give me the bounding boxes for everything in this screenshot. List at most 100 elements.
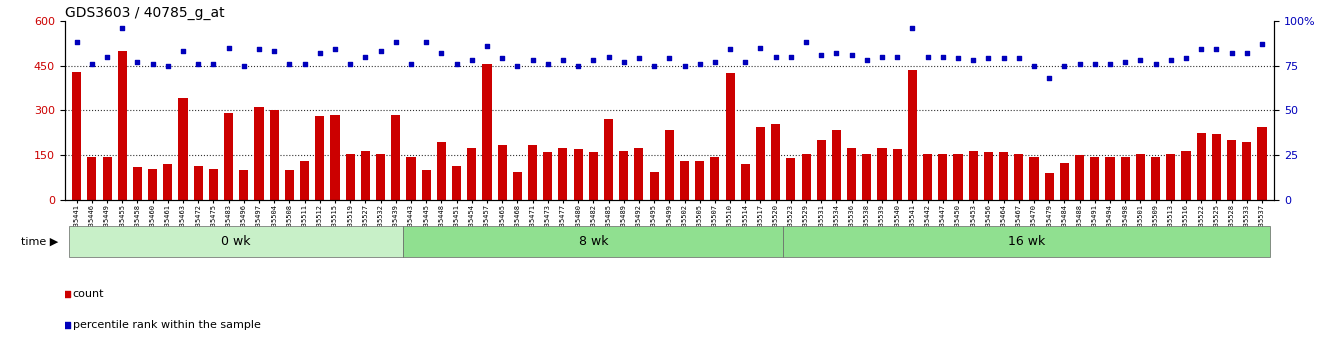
Point [750, 45, 771, 50]
Point [1191, 47, 1212, 52]
Point [719, 47, 741, 52]
Point [309, 50, 331, 56]
Bar [771, 124, 781, 200]
Point [1251, 41, 1273, 47]
Bar [711, 157, 719, 200]
Point [825, 50, 847, 56]
Point [780, 54, 801, 59]
Bar [1075, 155, 1085, 200]
Point [977, 56, 999, 61]
Point [324, 47, 345, 52]
Bar [468, 148, 476, 200]
Point [1236, 50, 1258, 56]
Point [187, 61, 208, 67]
Bar [1090, 157, 1099, 200]
Point [1085, 61, 1106, 67]
Point [1099, 61, 1121, 67]
Point [582, 57, 603, 63]
Text: time ▶: time ▶ [20, 237, 58, 246]
Bar [254, 107, 263, 200]
FancyBboxPatch shape [69, 226, 403, 257]
Point [278, 61, 300, 67]
Point [933, 54, 954, 59]
Bar [589, 152, 598, 200]
Bar [73, 71, 81, 200]
Bar [437, 142, 446, 200]
Bar [1015, 154, 1023, 200]
Point [598, 54, 620, 59]
Bar [832, 130, 841, 200]
Point [917, 54, 938, 59]
Bar [755, 127, 765, 200]
Point [644, 63, 665, 68]
Bar [194, 166, 203, 200]
Bar [1258, 127, 1266, 200]
Point [355, 54, 376, 59]
Point [263, 48, 285, 54]
FancyBboxPatch shape [403, 226, 784, 257]
Point [81, 61, 102, 67]
Bar [892, 149, 902, 200]
Bar [741, 164, 750, 200]
Bar [1196, 133, 1206, 200]
Point [1145, 61, 1167, 67]
Bar [391, 115, 401, 200]
Bar [482, 64, 492, 200]
Bar [1105, 157, 1114, 200]
FancyBboxPatch shape [784, 226, 1270, 257]
Text: percentile rank within the sample: percentile rank within the sample [73, 321, 261, 330]
Bar [543, 152, 552, 200]
Point [112, 25, 133, 31]
Point [567, 63, 589, 68]
Point [948, 56, 969, 61]
Point [887, 54, 909, 59]
Point [415, 39, 437, 45]
Point [856, 57, 878, 63]
Point [841, 52, 863, 58]
Point [294, 61, 316, 67]
Point [993, 56, 1015, 61]
Bar [316, 116, 324, 200]
Point [673, 63, 695, 68]
Point [446, 61, 468, 67]
Bar [422, 170, 430, 200]
Bar [953, 154, 962, 200]
Bar [726, 73, 735, 200]
Point [1160, 57, 1181, 63]
Point [765, 54, 786, 59]
Point [538, 61, 559, 67]
Point [521, 57, 543, 63]
Point [689, 61, 711, 67]
Point [902, 25, 923, 31]
Bar [87, 157, 97, 200]
Text: 16 wk: 16 wk [1008, 235, 1046, 248]
Bar [558, 148, 567, 200]
Bar [133, 167, 142, 200]
Bar [878, 148, 887, 200]
Bar [148, 169, 157, 200]
Point [340, 61, 362, 67]
Bar [938, 154, 948, 200]
Bar [300, 161, 309, 200]
Point [507, 63, 528, 68]
Bar [1167, 154, 1176, 200]
Point [659, 56, 680, 61]
Bar [801, 154, 810, 200]
Bar [999, 152, 1008, 200]
Bar [680, 161, 689, 200]
Point [142, 61, 164, 67]
Point [796, 39, 817, 45]
Bar [665, 130, 673, 200]
Bar [331, 115, 340, 200]
Bar [786, 158, 796, 200]
Bar [847, 148, 856, 200]
Bar [969, 151, 978, 200]
Bar [984, 152, 993, 200]
Bar [285, 170, 294, 200]
Point [66, 39, 87, 45]
Point [157, 63, 179, 68]
Point [735, 59, 757, 65]
Point [962, 57, 984, 63]
Bar [817, 140, 825, 200]
Bar [118, 51, 126, 200]
